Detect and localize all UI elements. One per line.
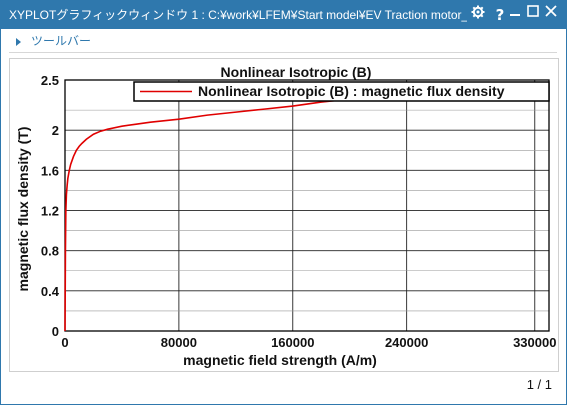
y-tick-label: 2.5	[41, 73, 59, 88]
x-tick-label: 240000	[385, 335, 428, 350]
y-tick-label: 0.4	[41, 284, 60, 299]
close-glyph	[545, 5, 557, 17]
y-axis-label: magnetic flux density (T)	[15, 127, 31, 292]
legend-label: Nonlinear Isotropic (B) : magnetic flux …	[198, 83, 505, 99]
close-icon[interactable]	[545, 5, 565, 25]
x-tick-labels: 0 80000 160000 240000 330000	[61, 335, 556, 350]
plot-border	[64, 79, 550, 332]
minimize-glyph	[510, 14, 520, 16]
gear-icon-glyph	[471, 5, 485, 19]
y-tick-label: 0.8	[41, 244, 59, 259]
x-tick-label: 0	[61, 335, 68, 350]
title-bar[interactable]: XYPLOTグラフィックウィンドウ 1 : C:¥work¥LFEM¥Start…	[1, 1, 566, 29]
x-tick-label: 160000	[271, 335, 314, 350]
x-tick-label: 330000	[513, 335, 556, 350]
grid-lines	[64, 79, 549, 332]
xy-chart: Nonlinear Isotropic (B) 0 0.4 0.8 1.2 1.6 2 2.…	[15, 64, 556, 368]
maximize-glyph	[527, 5, 539, 17]
y-tick-labels: 0 0.4 0.8 1.2 1.6 2 2.5	[41, 73, 60, 339]
maximize-icon[interactable]	[527, 5, 547, 25]
series-line-magnetic-flux-density	[64, 94, 379, 332]
x-axis-label: magnetic field strength (A/m)	[183, 352, 377, 368]
window-title: XYPLOTグラフィックウィンドウ 1 : C:¥work¥LFEM¥Start…	[9, 8, 467, 22]
chart-title: Nonlinear Isotropic (B)	[221, 64, 372, 80]
y-tick-label: 0	[52, 324, 59, 339]
toolbar-label[interactable]: ツールバー	[31, 34, 92, 48]
gear-icon[interactable]	[471, 5, 491, 25]
toolbar-toggle[interactable]: ツールバー	[9, 32, 557, 53]
x-tick-label: 80000	[161, 335, 197, 350]
legend: Nonlinear Isotropic (B) : magnetic flux …	[133, 81, 550, 102]
plot-area[interactable]: Nonlinear Isotropic (B) 0 0.4 0.8 1.2 1.6 2 2.…	[9, 58, 559, 372]
y-tick-label: 2	[52, 123, 59, 138]
y-tick-label: 1.6	[41, 163, 59, 178]
page-indicator: 1 / 1	[526, 377, 552, 392]
expand-arrow-icon[interactable]	[16, 38, 21, 46]
help-icon[interactable]: ?	[495, 6, 505, 24]
legend-box	[133, 81, 550, 102]
minimize-icon[interactable]	[509, 5, 529, 25]
y-tick-label: 1.2	[41, 204, 59, 219]
